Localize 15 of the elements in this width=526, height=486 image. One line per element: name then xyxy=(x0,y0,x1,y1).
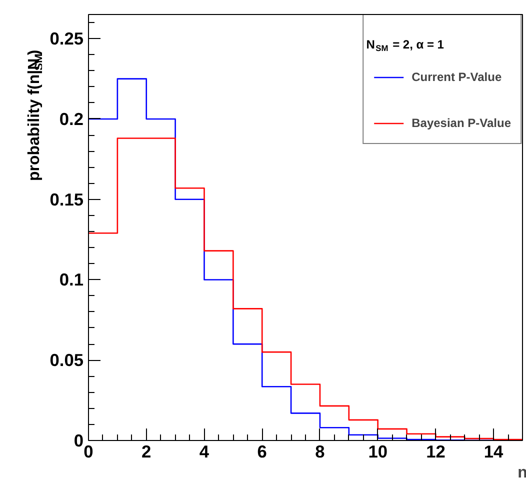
x-tick-label: 6 xyxy=(257,442,268,462)
x-tick-label: 4 xyxy=(199,442,210,462)
x-tick-label: 8 xyxy=(315,442,326,462)
legend-label: Current P-Value xyxy=(412,70,502,84)
x-tick-label: 14 xyxy=(484,442,504,462)
x-tick-label: 2 xyxy=(142,442,152,462)
x-axis-title: n xyxy=(518,464,526,482)
y-tick-label: 0.1 xyxy=(59,270,84,290)
y-tick-label: 0.05 xyxy=(50,350,84,370)
x-tick-label: 12 xyxy=(426,442,446,462)
x-tick-label: 10 xyxy=(368,442,388,462)
y-tick-label: 0.2 xyxy=(59,108,84,129)
y-tick-label: 0.25 xyxy=(50,28,84,49)
legend-label: Bayesian P-Value xyxy=(412,116,511,130)
y-tick-label: 0.15 xyxy=(50,189,84,210)
